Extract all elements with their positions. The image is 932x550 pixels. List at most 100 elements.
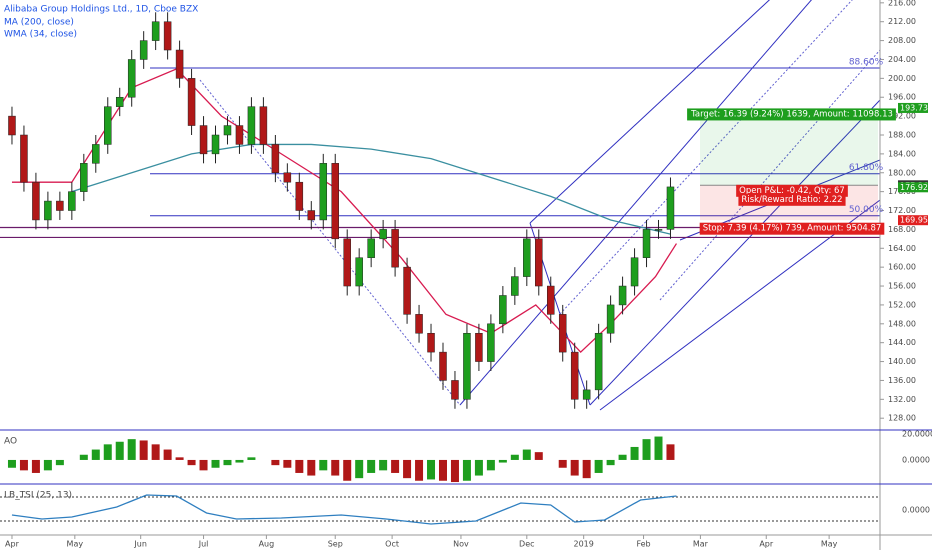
x-tick-label: Sep	[328, 540, 343, 549]
y-tick-label: 216.00	[888, 0, 916, 7]
candle-body	[403, 266, 411, 315]
candle-body	[115, 96, 124, 107]
candle-body	[415, 314, 423, 334]
y-tick-label: 136.00	[888, 376, 916, 385]
ao-bar	[558, 459, 567, 468]
ratio-label-bg	[738, 193, 846, 206]
candle-body	[68, 191, 76, 211]
candle-body	[654, 229, 663, 231]
candle-body	[451, 380, 459, 400]
ao-bar	[235, 459, 244, 463]
candle-body	[175, 49, 184, 79]
candle-body	[127, 59, 136, 98]
ao-bar	[115, 441, 124, 460]
ao-bar	[163, 449, 172, 460]
candle-body	[259, 106, 268, 145]
fib-label: 88.60%	[849, 57, 884, 67]
candle-body	[487, 323, 495, 362]
ma-line	[71, 143, 671, 235]
ao-bar	[343, 459, 352, 481]
candle-body	[271, 144, 280, 174]
ao-bar	[534, 452, 543, 460]
ao-bar	[450, 459, 459, 483]
candle-body	[32, 181, 40, 221]
candle-body	[331, 163, 339, 240]
indicator-label: MA (200, close)	[4, 18, 74, 28]
y-tick-label: 208.00	[888, 36, 916, 45]
candle-body	[439, 351, 447, 381]
x-tick-label: Feb	[636, 540, 650, 549]
candle-body	[463, 332, 471, 400]
ao-bar	[211, 459, 220, 468]
y-tick-label: 212.00	[888, 17, 916, 26]
ao-bar	[295, 459, 304, 473]
ao-bar	[498, 459, 507, 463]
candle-body	[558, 314, 567, 353]
x-tick-label: Jul	[198, 540, 209, 549]
ao-bar	[606, 459, 615, 466]
candle-body	[642, 229, 651, 258]
ao-bar	[618, 454, 627, 460]
ao-bar	[367, 459, 376, 473]
ao-bar	[642, 439, 651, 460]
x-tick-label: Apr	[5, 540, 20, 549]
fib-label: 50.00%	[849, 205, 884, 215]
x-tick-label: Jun	[133, 540, 147, 549]
price-tag	[898, 102, 928, 113]
candle-body	[92, 144, 100, 164]
candle-body	[211, 134, 220, 155]
price-tag	[898, 182, 928, 193]
y-tick-label: 132.00	[888, 395, 916, 404]
ao-bar	[630, 446, 639, 460]
x-tick-label: 2019	[573, 540, 593, 549]
indicator-label: WMA (34, close)	[4, 30, 77, 40]
candle-body	[511, 276, 519, 296]
candle-body	[379, 229, 387, 240]
ao-bar	[522, 449, 531, 460]
candle-body	[223, 125, 232, 136]
x-tick-label: Nov	[453, 540, 469, 549]
ao-bar	[654, 436, 663, 460]
y-tick-label: 188.00	[888, 130, 916, 139]
ao-bar	[582, 459, 591, 479]
y-tick-label: 192.00	[888, 112, 916, 121]
candle-body	[570, 351, 579, 400]
ao-bar	[331, 459, 340, 476]
candle-body	[499, 295, 507, 325]
ao-bar	[462, 459, 471, 481]
stop-label: Stop: 7.39 (4.17%) 739, Amount: 9504.87	[703, 224, 882, 234]
candle-body	[187, 78, 196, 126]
candle-body	[283, 172, 292, 183]
y-tick-label: 140.00	[888, 357, 916, 366]
x-tick-label: May	[67, 540, 84, 549]
candle-body	[523, 238, 531, 277]
price-tag-label: 193.73	[900, 103, 928, 112]
y-tick-label: 128.00	[888, 414, 916, 423]
ao-bar	[31, 459, 40, 473]
ao-bar	[438, 459, 447, 481]
ao-bar	[283, 459, 292, 468]
pane-label: LB_TSI (25, 13)	[4, 491, 72, 501]
candle-body	[295, 181, 304, 211]
candle-body	[666, 186, 675, 230]
target-label-bg	[687, 108, 896, 121]
x-tick-label: Apr	[759, 540, 774, 549]
stop-label-bg	[699, 222, 885, 235]
y-tick-label: 152.00	[888, 300, 916, 309]
ao-bar	[379, 459, 388, 471]
candle-body	[20, 134, 28, 183]
candle-body	[319, 163, 328, 221]
y-tick-label: 204.00	[888, 55, 916, 64]
y-tick-label: 200.00	[888, 74, 916, 83]
pane-label: AO	[4, 437, 17, 447]
ao-bar	[199, 459, 208, 471]
ao-bar	[187, 459, 196, 466]
price-tag-label: 169.95	[900, 216, 928, 225]
ao-bar	[666, 444, 675, 460]
y-tick-label: 168.00	[888, 225, 916, 234]
candle-body	[606, 304, 615, 334]
pnl-label: Open P&L: -0.42, Qty: 67	[739, 186, 845, 196]
ao-bar	[319, 459, 328, 471]
x-tick-label: Dec	[519, 540, 534, 549]
candle-body	[594, 332, 603, 391]
